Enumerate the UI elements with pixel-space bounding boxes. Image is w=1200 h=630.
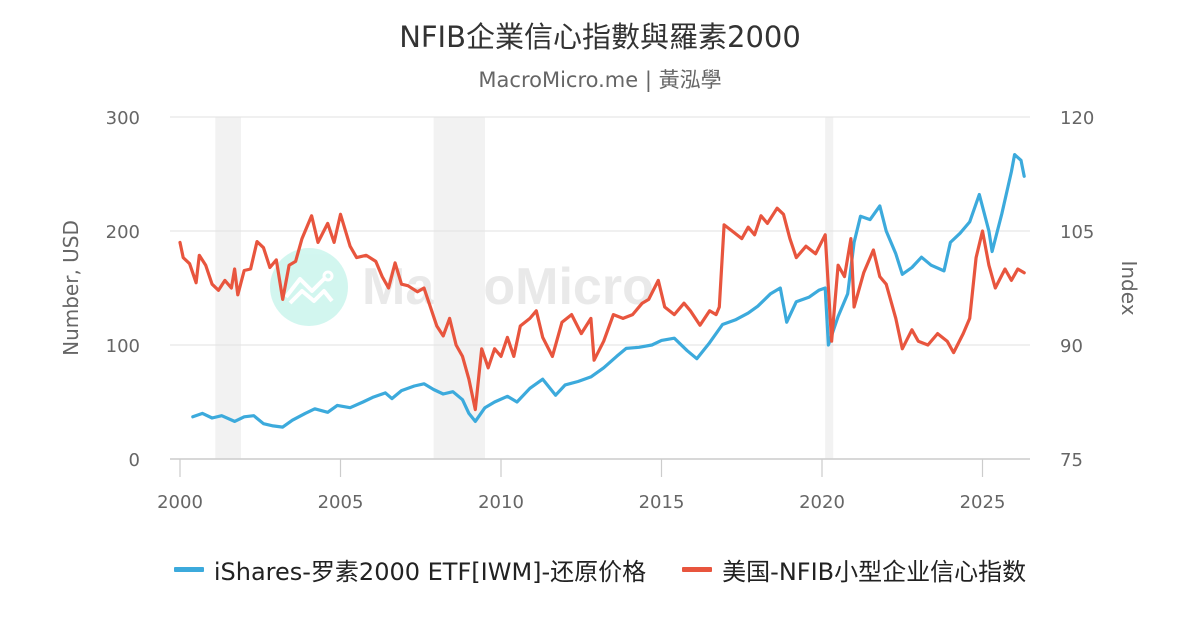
chart-title: NFIB企業信心指數與羅素2000 [399,20,801,54]
x-tick-label: 2000 [157,492,203,513]
recession-band [433,117,485,459]
right-y-axis: 75 90 105 120 [1060,108,1094,471]
legend-swatch-nfib [682,567,713,572]
left-tick-label: 300 [106,108,140,129]
grid-lines [170,116,1030,460]
right-tick-label: 90 [1060,336,1083,357]
left-tick-label: 0 [129,450,140,471]
recession-bands [215,117,834,459]
right-tick-label: 120 [1060,108,1094,129]
series-line-nfib [178,206,1026,412]
right-tick-label: 105 [1060,222,1094,243]
left-tick-label: 200 [106,222,140,243]
chart-subtitle: MacroMicro.me | 黃泓學 [478,68,722,92]
legend-label-nfib: 美国-NFIB小型企业信心指数 [722,558,1027,586]
legend-swatch-iwm [173,567,204,572]
x-tick-label: 2010 [478,492,524,513]
legend-label-iwm: iShares-罗素2000 ETF[IWM]-还原价格 [213,558,647,586]
legend-item-nfib[interactable]: 美国-NFIB小型企业信心指数 [682,552,1026,587]
left-y-axis: 0 100 200 300 [106,108,140,471]
series-lines [178,153,1026,429]
right-tick-label: 75 [1060,450,1083,471]
legend: iShares-罗素2000 ETF[IWM]-还原价格 美国-NFIB小型企业… [0,552,1200,587]
left-axis-title: Number, USD [59,220,83,356]
x-tick-label: 2025 [960,492,1006,513]
left-tick-label: 100 [106,336,140,357]
series-line-iwm [191,153,1026,429]
legend-item-iwm[interactable]: iShares-罗素2000 ETF[IWM]-还原价格 [173,552,647,587]
x-tick-label: 2005 [318,492,364,513]
right-axis-title: Index [1117,260,1141,315]
x-tick-label: 2020 [799,492,845,513]
x-axis: 2000 2005 2010 2015 2020 2025 [157,459,1005,513]
x-tick-label: 2015 [639,492,685,513]
